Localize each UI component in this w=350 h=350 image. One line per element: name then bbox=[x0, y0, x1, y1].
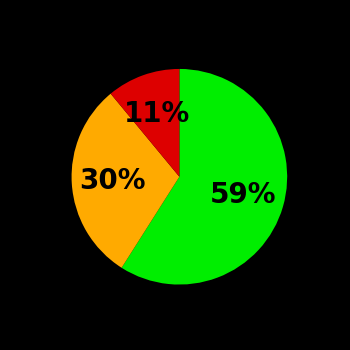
Wedge shape bbox=[111, 69, 180, 177]
Wedge shape bbox=[121, 69, 287, 285]
Wedge shape bbox=[72, 94, 179, 268]
Text: 30%: 30% bbox=[79, 167, 146, 195]
Text: 59%: 59% bbox=[210, 181, 277, 209]
Text: 11%: 11% bbox=[124, 100, 190, 128]
